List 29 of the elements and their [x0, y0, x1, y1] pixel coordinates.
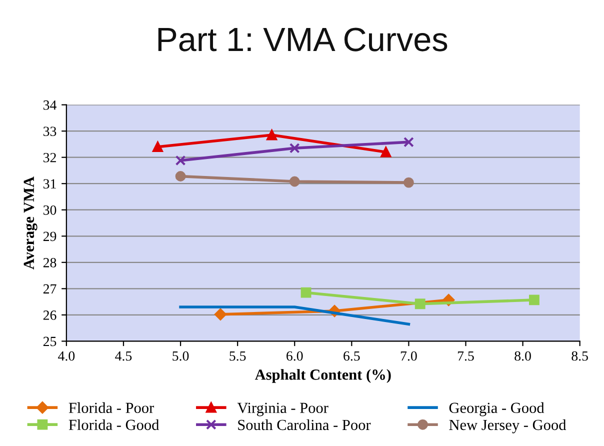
legend-label: New Jersey - Good: [449, 419, 566, 434]
x-tick-label: 8.0: [514, 351, 531, 361]
chart-title: Part 1: VMA Curves: [158, 28, 448, 52]
x-tick-label: 6.5: [344, 351, 360, 361]
y-tick-label: 30: [43, 205, 56, 215]
legend-label: Virginia - Poor: [237, 402, 328, 416]
x-tick-label: 5.5: [230, 351, 246, 361]
y-tick-label: 27: [43, 284, 56, 294]
x-tick-label: 8.5: [572, 351, 588, 361]
y-tick-label: 31: [43, 179, 56, 189]
y-tick-label: 26: [43, 310, 56, 320]
x-tick-label: 5.0: [172, 351, 189, 361]
y-tick-label: 28: [43, 258, 56, 268]
x-tick-label: 7.5: [458, 351, 474, 361]
legend-label: Georgia - Good: [449, 402, 544, 416]
legend-label: Florida - Good: [68, 419, 160, 430]
y-tick-label: 32: [43, 152, 56, 162]
y-tick-label: 34: [43, 100, 56, 110]
legend-label: South Carolina - Poor: [238, 419, 371, 430]
x-axis-title: Asphalt Content (%): [254, 369, 391, 383]
y-tick-label: 29: [43, 232, 56, 242]
x-tick-label: 4.5: [115, 351, 132, 361]
x-tick-label: 6.0: [286, 351, 303, 361]
y-tick-label: 33: [43, 126, 56, 136]
legend-label: Florida - Poor: [68, 402, 154, 414]
x-tick-label: 7.0: [400, 351, 417, 361]
y-axis-title: Average VMA: [24, 176, 38, 270]
x-tick-label: 4.0: [58, 351, 75, 361]
y-tick-label: 25: [43, 336, 56, 346]
